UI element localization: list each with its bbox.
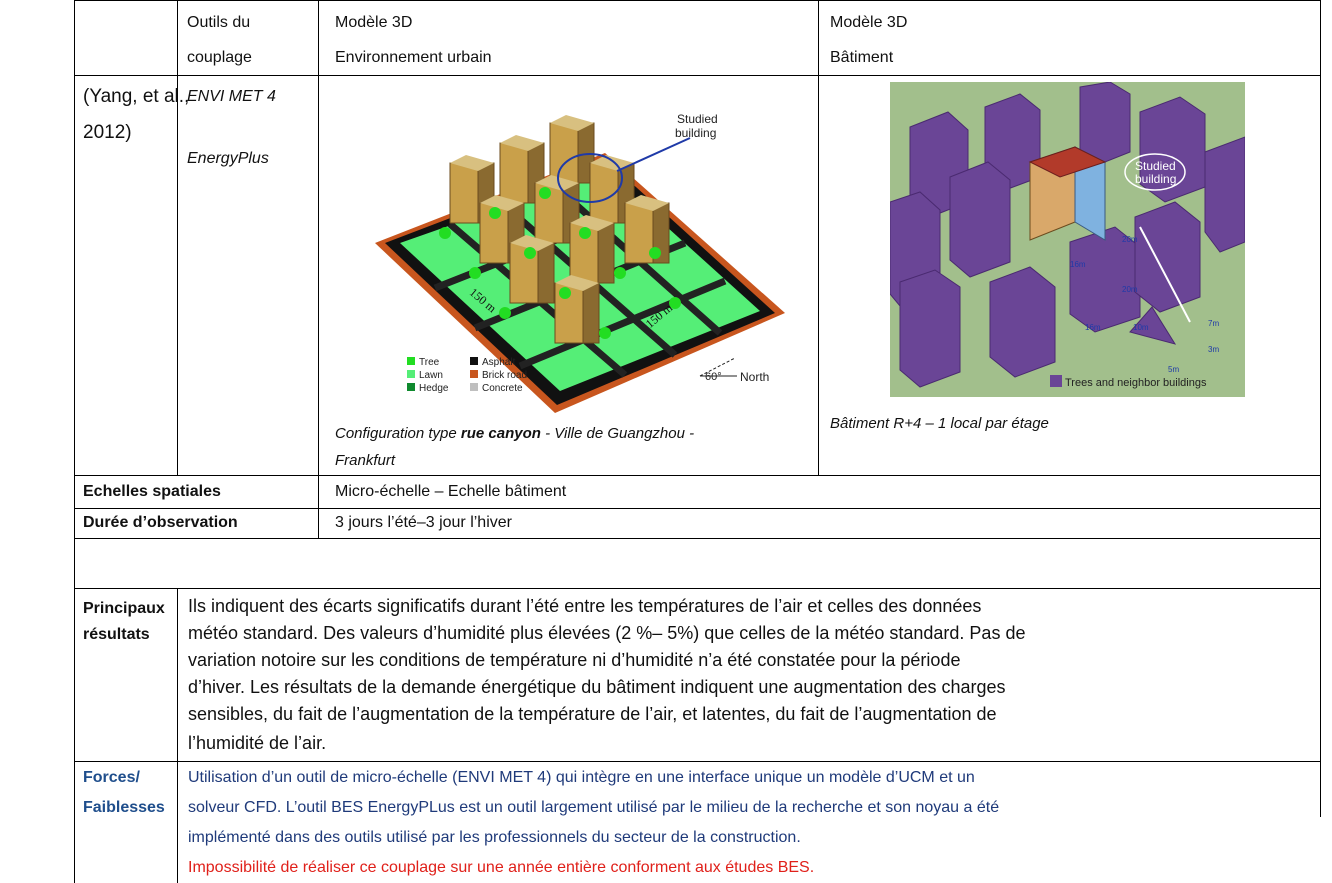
table-border-left bbox=[74, 0, 75, 883]
legend-label-asphalt: Asphalt bbox=[482, 357, 516, 368]
duree-value: 3 jours l’été–3 jour l’hiver bbox=[335, 514, 512, 531]
studied-building-ring bbox=[557, 153, 623, 203]
study-reference-line2: 2012) bbox=[83, 122, 132, 143]
building-model-figure: Studied building 20m 16m 20m 16m 10m 7m … bbox=[890, 82, 1245, 397]
legend-swatch-hedge bbox=[407, 383, 415, 391]
row-divider bbox=[74, 588, 1321, 589]
header-col4-line2: Bâtiment bbox=[830, 49, 894, 66]
echelles-label: Echelles spatiales bbox=[83, 483, 221, 500]
fig1-caption-post: - Ville de Guangzhou - bbox=[540, 425, 695, 442]
header-col3-line1: Modèle 3D bbox=[335, 14, 413, 31]
fig1-studied-label-1: Studied bbox=[677, 112, 718, 126]
legend-swatch-asphalt bbox=[470, 357, 478, 365]
forces-line-3: implémenté dans des outils utilisé par l… bbox=[188, 829, 801, 846]
duree-label: Durée d’observation bbox=[83, 514, 238, 531]
fig2-studied-ring bbox=[1124, 153, 1186, 191]
study-reference-line1: (Yang, et al., bbox=[83, 86, 190, 107]
fig2-legend-swatch bbox=[1050, 375, 1062, 387]
header-col3-line2: Environnement urbain bbox=[335, 49, 492, 66]
legend-swatch-tree bbox=[407, 357, 415, 365]
forces-label-2: Faiblesses bbox=[83, 799, 165, 816]
neighbor-buildings bbox=[890, 82, 1245, 388]
legend-swatch-lawn bbox=[407, 370, 415, 378]
table-border-right bbox=[1320, 0, 1321, 817]
forces-label-1: Forces/ bbox=[83, 769, 140, 786]
fig1-legend: Tree Lawn Hedge Asphalt Brick road Concr… bbox=[407, 357, 527, 394]
row-divider bbox=[74, 761, 1321, 762]
row-divider bbox=[74, 75, 1321, 76]
principaux-line-6: l’humidité de l’air. bbox=[188, 733, 327, 753]
forces-line-1: Utilisation d’un outil de micro-échelle … bbox=[188, 769, 975, 786]
col-divider bbox=[818, 0, 819, 476]
legend-swatch-concrete bbox=[470, 383, 478, 391]
dim-10m: 10m bbox=[1133, 323, 1149, 332]
principaux-line-5: sensibles, du fait de l’augmentation de … bbox=[188, 704, 997, 724]
forces-line-2: solveur CFD. L’outil BES EnergyPLus est … bbox=[188, 799, 1000, 816]
principaux-line-3: variation notoire sur les conditions de … bbox=[188, 650, 961, 670]
row-divider bbox=[74, 508, 1321, 509]
principaux-line-4: d’hiver. Les résultats de la demande éne… bbox=[188, 677, 1006, 697]
legend-label-hedge: Hedge bbox=[419, 383, 449, 394]
table-border-top bbox=[74, 0, 1321, 1]
north-arrow bbox=[699, 357, 736, 377]
dim-3m: 3m bbox=[1208, 345, 1219, 354]
fig1-caption: Configuration type rue canyon - Ville de… bbox=[335, 420, 694, 447]
row-divider bbox=[74, 538, 1321, 539]
legend-label-brick-road: Brick road bbox=[482, 370, 527, 381]
header-col4-line1: Modèle 3D bbox=[830, 14, 908, 31]
north-label: North bbox=[740, 370, 769, 384]
legend-label-tree: Tree bbox=[419, 357, 440, 368]
dim-20m-b: 20m bbox=[1122, 285, 1138, 294]
dim-5m: 5m bbox=[1168, 365, 1179, 374]
principaux-label-2: résultats bbox=[83, 626, 150, 643]
dim-16m-a: 16m bbox=[1070, 260, 1086, 269]
legend-label-lawn: Lawn bbox=[419, 370, 443, 381]
principaux-line-2: météo standard. Des valeurs d’humidité p… bbox=[188, 623, 1026, 643]
principaux-line-1: Ils indiquent des écarts significatifs d… bbox=[188, 596, 982, 616]
row-divider bbox=[74, 475, 1321, 476]
echelles-value: Micro-échelle – Echelle bâtiment bbox=[335, 483, 567, 500]
header-col2-line1: Outils du bbox=[187, 14, 251, 31]
studied-building bbox=[1028, 146, 1107, 241]
fig1-caption-bold: rue canyon bbox=[460, 425, 541, 442]
dim-20m-a: 20m bbox=[1122, 235, 1138, 244]
trees bbox=[439, 187, 681, 339]
faiblesse-line: Impossibilité de réaliser ce couplage su… bbox=[188, 859, 815, 876]
principaux-label-1: Principaux bbox=[83, 600, 165, 617]
header-col2-line2: couplage bbox=[187, 49, 252, 66]
col-divider bbox=[177, 0, 178, 476]
fig2-pointer bbox=[1139, 226, 1191, 323]
legend-swatch-brick-road bbox=[470, 370, 478, 378]
tool-envimet: ENVI MET 4 bbox=[187, 88, 276, 105]
fig2-studied-label-1: Studied bbox=[1135, 159, 1176, 173]
studied-building-pointer bbox=[616, 137, 691, 172]
tool-energyplus: EnergyPlus bbox=[187, 150, 269, 167]
fig1-caption-pre: Configuration type bbox=[335, 425, 461, 442]
col-divider bbox=[318, 0, 319, 539]
col-divider bbox=[177, 588, 178, 883]
legend-label-concrete: Concrete bbox=[482, 383, 523, 394]
fig2-legend-label: Trees and neighbor buildings bbox=[1065, 377, 1207, 389]
fig1-caption-line2: Frankfurt bbox=[335, 452, 396, 469]
north-angle: 60° bbox=[705, 371, 722, 383]
fig2-dimensions: 20m 16m 20m 16m 10m 7m 3m 5m bbox=[1070, 235, 1219, 374]
fig2-studied-label-2: building bbox=[1135, 172, 1176, 186]
urban-model-figure: Studied building 150 m 150 m 60° North T… bbox=[375, 112, 785, 413]
fig2-caption: Bâtiment R+4 – 1 local par étage bbox=[830, 415, 1049, 432]
fig1-studied-label-2: building bbox=[675, 126, 716, 140]
dim-7m: 7m bbox=[1208, 319, 1219, 328]
dim-16m-b: 16m bbox=[1085, 323, 1101, 332]
